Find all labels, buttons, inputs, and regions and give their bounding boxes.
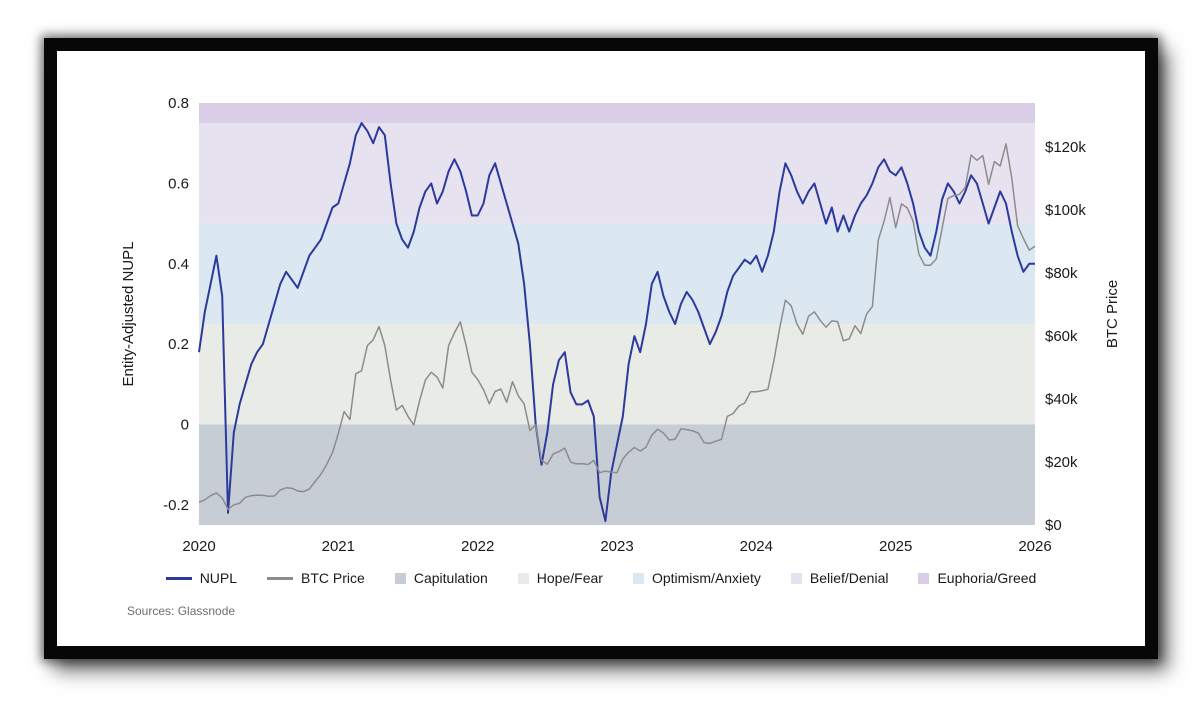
x-tick: 2026 (1018, 538, 1051, 555)
x-tick: 2021 (322, 538, 355, 555)
y-left-tick: 0.6 (168, 175, 189, 192)
y-left-axis-title: Entity-Adjusted NUPL (120, 241, 137, 386)
legend-label-optimism-anxiety: Optimism/Anxiety (651, 570, 761, 586)
legend-item-belief-denial: Belief/Denial (790, 570, 889, 586)
euphoria-greed-band-swatch (918, 572, 930, 584)
x-tick: 2020 (182, 538, 215, 555)
y-left-tick: 0.4 (168, 256, 189, 273)
legend-label-belief-denial: Belief/Denial (809, 570, 889, 586)
optimism-anxiety-band-swatch (632, 572, 644, 584)
legend-item-capitulation: Capitulation (394, 570, 488, 586)
btc-price-line-swatch (267, 576, 294, 580)
y-right-tick: $120k (1045, 139, 1086, 156)
capitulation-band-swatch (394, 572, 406, 584)
legend-label-nupl: NUPL (199, 570, 238, 586)
band-capitulation (199, 424, 1035, 525)
legend-label-hope-fear: Hope/Fear (536, 570, 603, 586)
band-hope-fear (199, 324, 1035, 425)
y-right-axis-title: BTC Price (1104, 280, 1121, 348)
chart-area: 0.8 0.6 0.4 0.2 0 -0.2 $120k $100k $80k $60k $40k $… (57, 51, 1145, 618)
btc-price-line (198, 143, 1036, 511)
y-right-tick: $20k (1045, 454, 1078, 471)
legend-label-btc-price: BTC Price (301, 570, 365, 586)
y-left-tick: 0 (181, 417, 189, 434)
y-right-tick: $40k (1045, 391, 1078, 408)
x-tick: 2024 (740, 538, 773, 555)
chart-legend: NUPL BTC Price Capitulation Hope/Fear Op… (67, 570, 1135, 586)
legend-item-euphoria-greed: Euphoria/Greed (918, 570, 1036, 586)
nupl-line (198, 122, 1035, 522)
hope-fear-band-swatch (517, 572, 529, 584)
chart-card: 0.8 0.6 0.4 0.2 0 -0.2 $120k $100k $80k $60k $40k $… (44, 38, 1158, 659)
belief-denial-band-swatch (790, 572, 802, 584)
y-right-tick: $80k (1045, 265, 1078, 282)
source-note: Sources: Glassnode (127, 604, 236, 618)
x-tick: 2025 (879, 538, 912, 555)
legend-item-btc-price: BTC Price (267, 570, 365, 586)
y-left-tick: -0.2 (163, 497, 189, 514)
band-optimism-anxiety (199, 223, 1035, 325)
x-tick: 2023 (600, 538, 633, 555)
nupl-btc-price-chart: 0.8 0.6 0.4 0.2 0 -0.2 $120k $100k $80k $60k $40k $… (120, 95, 1121, 555)
legend-item-nupl: NUPL (165, 570, 238, 586)
y-right-tick: $0 (1045, 517, 1062, 534)
y-left-tick: 0.2 (168, 336, 189, 353)
legend-label-capitulation: Capitulation (413, 570, 488, 586)
nupl-line-swatch (165, 576, 192, 580)
x-tick: 2022 (461, 538, 494, 555)
legend-item-optimism-anxiety: Optimism/Anxiety (632, 570, 761, 586)
band-euphoria-greed (199, 103, 1035, 124)
legend-item-hope-fear: Hope/Fear (517, 570, 603, 586)
band-belief-denial (199, 123, 1035, 224)
legend-label-euphoria-greed: Euphoria/Greed (937, 570, 1037, 586)
y-right-tick: $100k (1045, 202, 1086, 219)
y-right-tick: $60k (1045, 328, 1078, 345)
y-left-tick: 0.8 (168, 95, 189, 112)
